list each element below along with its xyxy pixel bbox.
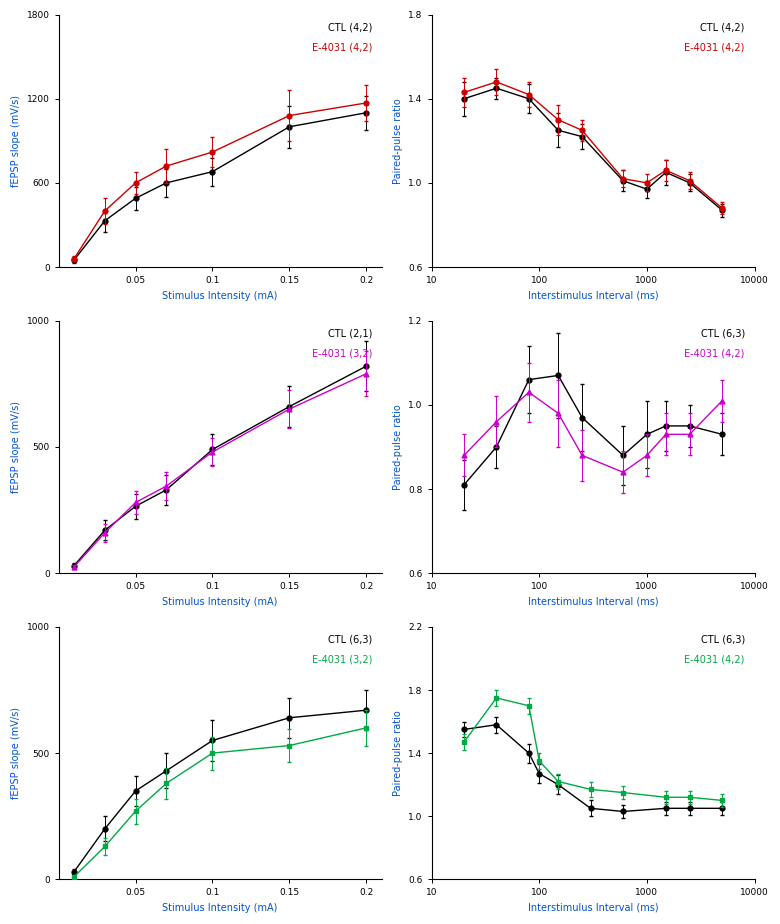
Text: E-4031 (3,2): E-4031 (3,2) [311, 348, 372, 359]
Y-axis label: Paired-pulse ratio: Paired-pulse ratio [392, 404, 402, 490]
X-axis label: Stimulus Intensity (mA): Stimulus Intensity (mA) [162, 290, 278, 300]
Y-axis label: fEPSP slope (mV/s): fEPSP slope (mV/s) [11, 401, 21, 493]
Text: CTL (6,3): CTL (6,3) [700, 328, 745, 338]
X-axis label: Interstimulus Interval (ms): Interstimulus Interval (ms) [528, 903, 658, 913]
Y-axis label: Paired-pulse ratio: Paired-pulse ratio [392, 711, 402, 796]
Y-axis label: fEPSP slope (mV/s): fEPSP slope (mV/s) [11, 707, 21, 799]
Text: CTL (4,2): CTL (4,2) [328, 22, 372, 32]
Text: CTL (6,3): CTL (6,3) [328, 635, 372, 644]
Text: CTL (6,3): CTL (6,3) [700, 635, 745, 644]
Text: E-4031 (3,2): E-4031 (3,2) [311, 655, 372, 664]
Text: E-4031 (4,2): E-4031 (4,2) [311, 43, 372, 53]
Y-axis label: fEPSP slope (mV/s): fEPSP slope (mV/s) [11, 95, 21, 187]
X-axis label: Interstimulus Interval (ms): Interstimulus Interval (ms) [528, 597, 658, 607]
X-axis label: Interstimulus Interval (ms): Interstimulus Interval (ms) [528, 290, 658, 300]
Text: CTL (4,2): CTL (4,2) [700, 22, 745, 32]
X-axis label: Stimulus Intensity (mA): Stimulus Intensity (mA) [162, 597, 278, 607]
Text: CTL (2,1): CTL (2,1) [328, 328, 372, 338]
Text: E-4031 (4,2): E-4031 (4,2) [685, 348, 745, 359]
Text: E-4031 (4,2): E-4031 (4,2) [685, 43, 745, 53]
Text: E-4031 (4,2): E-4031 (4,2) [685, 655, 745, 664]
X-axis label: Stimulus Intensity (mA): Stimulus Intensity (mA) [162, 903, 278, 913]
Y-axis label: Paired-pulse ratio: Paired-pulse ratio [392, 98, 402, 184]
